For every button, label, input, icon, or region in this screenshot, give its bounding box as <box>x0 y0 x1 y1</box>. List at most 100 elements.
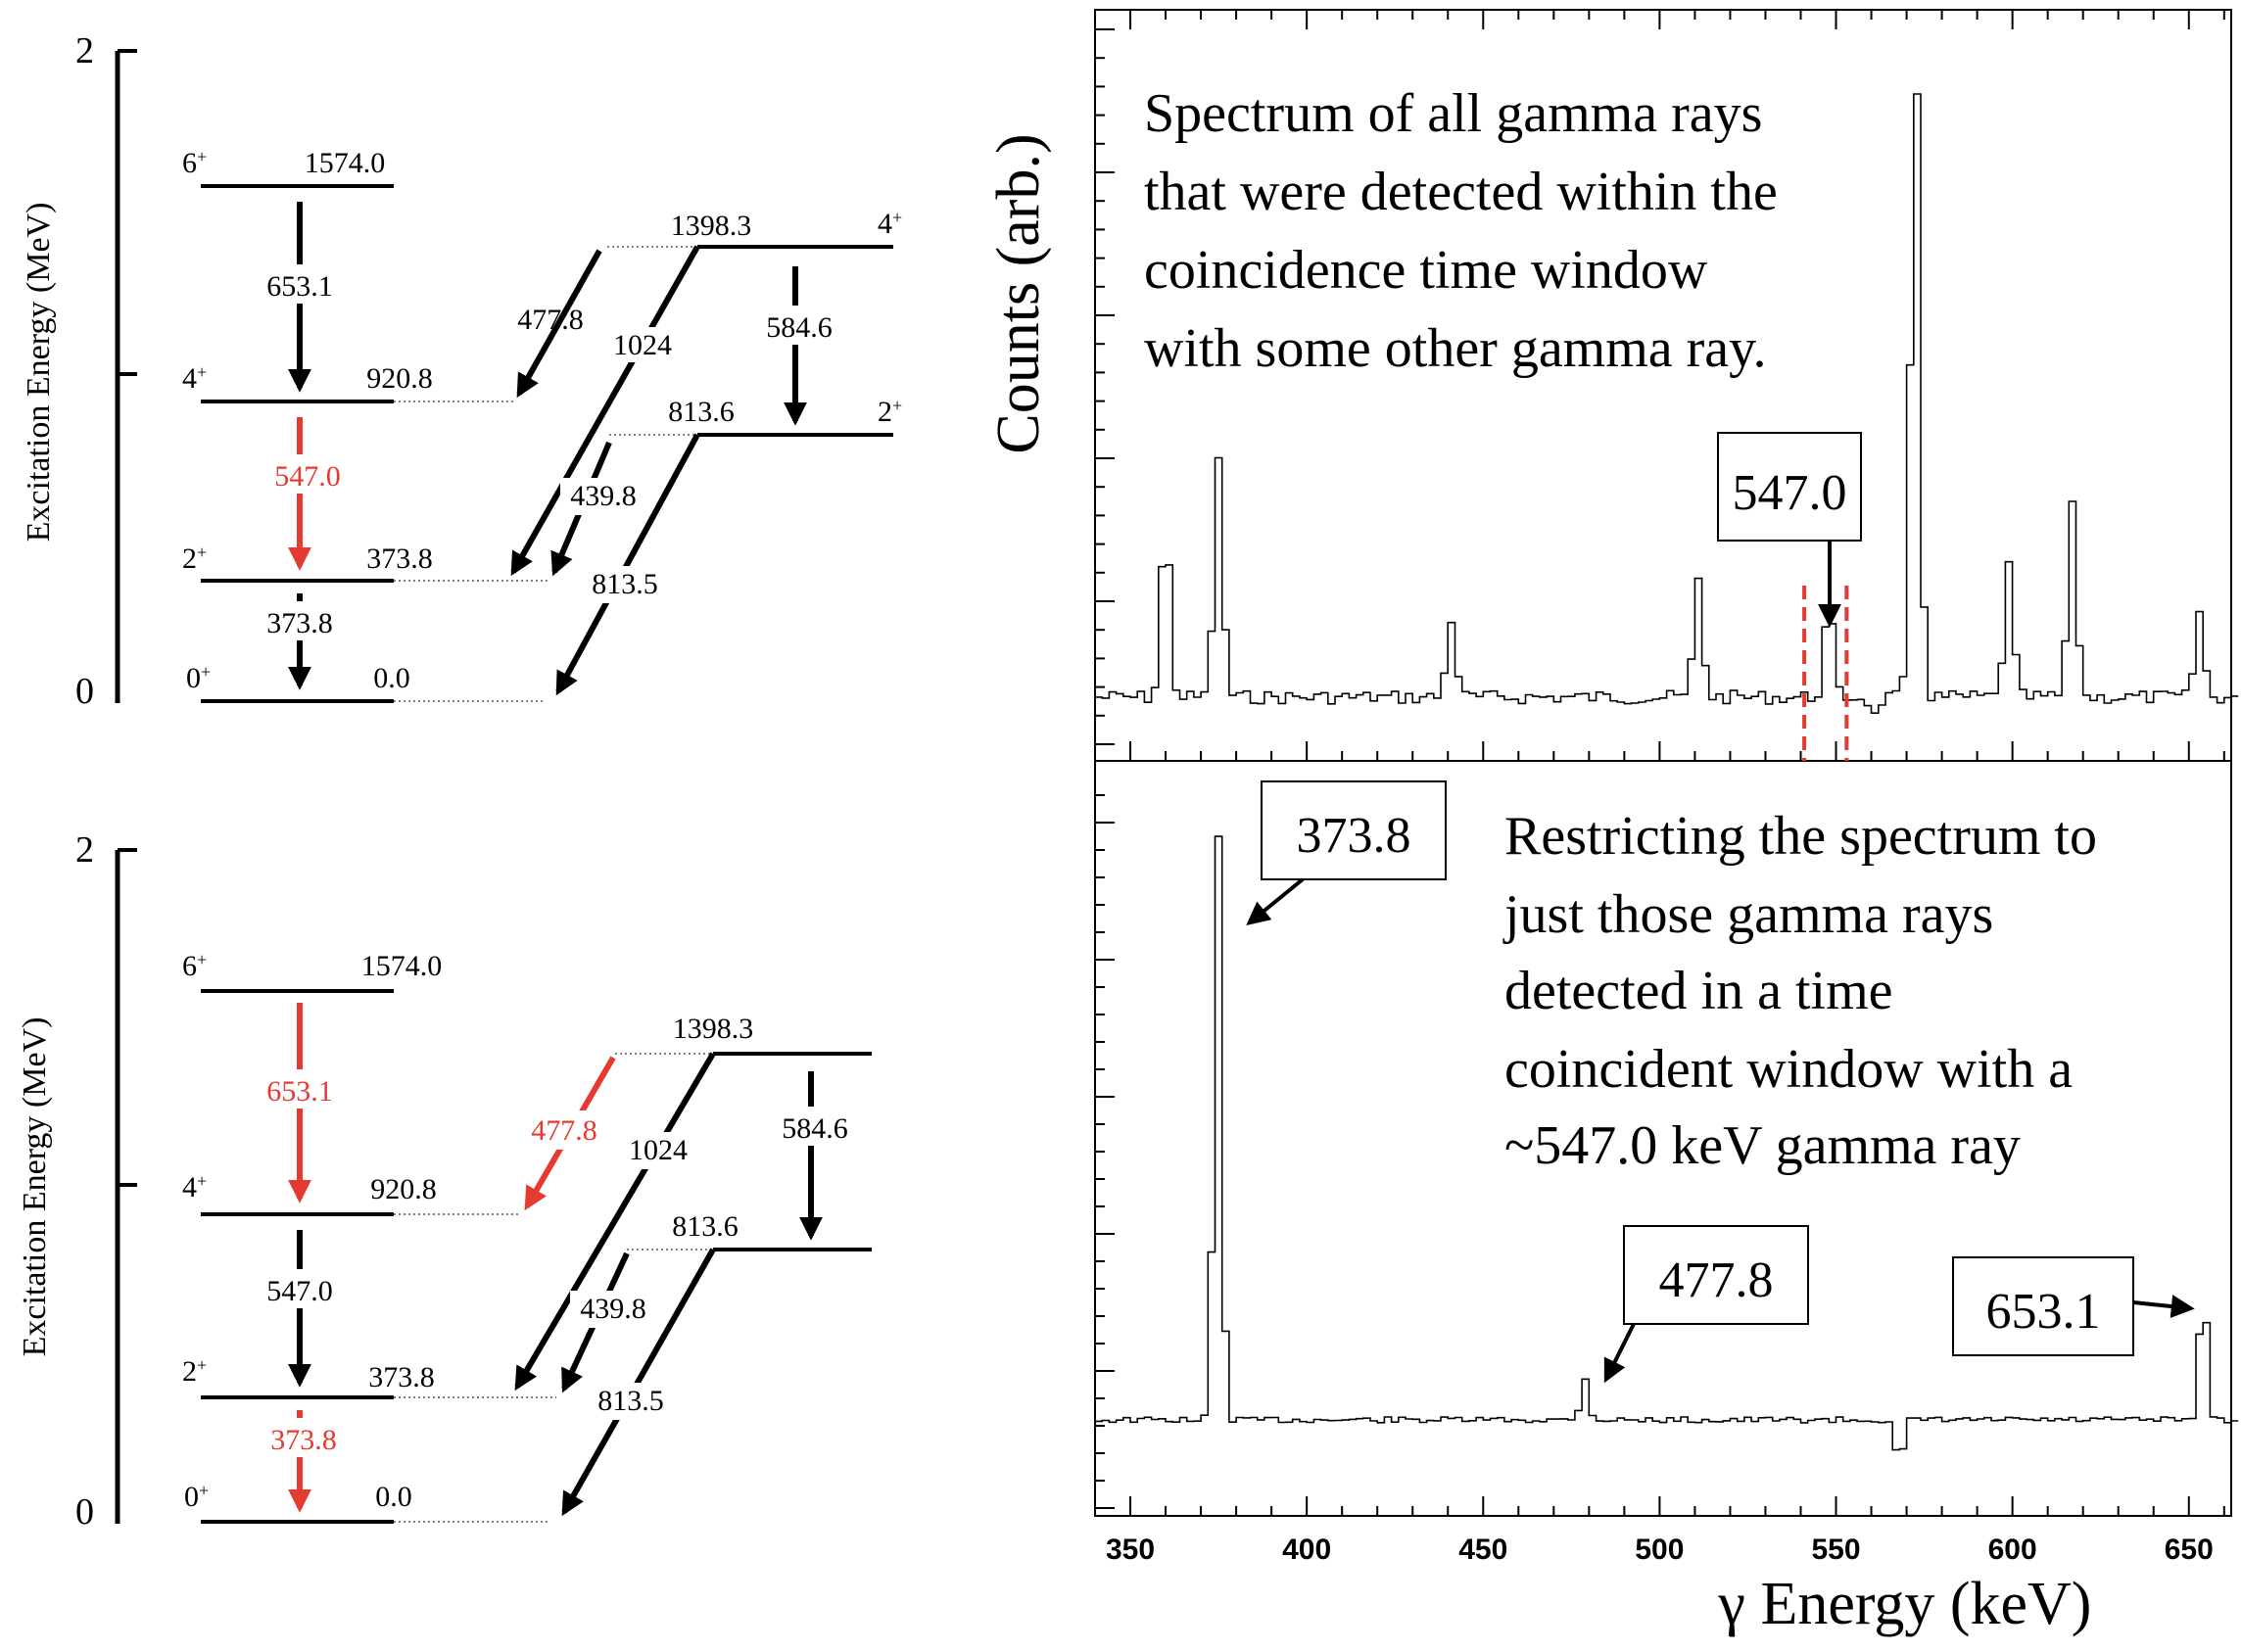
bottom-note-line: coincident window with a <box>1504 1039 2073 1100</box>
plot-frame <box>1094 9 2232 1517</box>
transition-label: 584.6 <box>782 1112 848 1145</box>
transition-label: 439.8 <box>580 1293 646 1325</box>
label-bg <box>519 1110 607 1150</box>
transition-1024-arrow <box>514 1052 716 1392</box>
x-tick-label: 650 <box>2165 1534 2214 1566</box>
label-bg <box>582 566 668 603</box>
energy-label: 1398.3 <box>671 210 752 242</box>
bottom-note-line: Restricting the spectrum to <box>1504 806 2097 867</box>
energy-label: 0.0 <box>375 1481 412 1513</box>
spin-label: 2+ <box>182 543 207 575</box>
transition-label: 1024 <box>629 1134 688 1166</box>
energy-label: 813.6 <box>672 1210 739 1243</box>
transition-label: 439.8 <box>570 480 637 512</box>
x-tick-label: 350 <box>1106 1534 1155 1566</box>
peak-label-653: 653.1 <box>1986 1284 2101 1340</box>
peak-label-box <box>1717 432 1862 542</box>
transition-label-highlighted: 477.8 <box>531 1114 597 1147</box>
top-note-line: with some other gamma ray. <box>1144 318 1767 379</box>
energy-label: 1574.0 <box>305 147 386 179</box>
peak-label-547: 547.0 <box>1733 465 1847 521</box>
transition-label: 653.1 <box>266 270 333 303</box>
spin-label: 0+ <box>184 1481 209 1513</box>
spin-label: 4+ <box>182 362 207 395</box>
label-bg <box>257 601 343 640</box>
transition-477-arrow <box>516 249 602 399</box>
y-ticks <box>1095 28 1115 1509</box>
x-tick-label: 450 <box>1458 1534 1507 1566</box>
transition-label-highlighted: 373.8 <box>270 1424 337 1456</box>
label-bg <box>756 306 842 345</box>
transition-label: 477.8 <box>517 304 584 336</box>
top-note-line: Spectrum of all gamma rays <box>1144 83 1762 144</box>
spin-label: 2+ <box>878 396 902 428</box>
x-tick-label: 600 <box>1988 1534 2037 1566</box>
spin-label: 0+ <box>186 662 211 694</box>
x-ticks: 350 400 450 500 550 600 650 <box>1094 10 2225 1566</box>
y-axis-title: Counts (arb.) <box>985 133 1052 453</box>
peak-label-477: 477.8 <box>1659 1252 1774 1308</box>
axis-tick-label-0: 0 <box>75 1491 94 1533</box>
label-bg <box>257 454 343 494</box>
spin-label: 4+ <box>878 208 902 240</box>
energy-label: 920.8 <box>370 1173 437 1205</box>
label-bg <box>770 1107 858 1146</box>
x-tick-label: 500 <box>1635 1534 1684 1566</box>
label-bg <box>257 1418 343 1457</box>
transition-1024-arrow <box>510 245 700 577</box>
transition-label: 1024 <box>613 329 672 361</box>
axis-title: Excitation Energy (MeV) <box>17 1017 53 1357</box>
top-note-line: coincidence time window <box>1144 240 1708 301</box>
transition-label: 813.5 <box>592 568 658 600</box>
energy-label: 373.8 <box>366 543 433 575</box>
peak-pointer-477 <box>1603 1323 1636 1384</box>
label-bg <box>560 478 646 515</box>
spin-label: 6+ <box>182 950 207 982</box>
peak-label-box <box>1623 1225 1809 1325</box>
label-bg <box>605 327 686 362</box>
transition-label: 547.0 <box>266 1275 333 1307</box>
energy-label: 813.6 <box>668 396 735 428</box>
transition-label: 813.5 <box>597 1385 664 1417</box>
x-tick-label: 550 <box>1811 1534 1860 1566</box>
energy-label: 1574.0 <box>361 950 443 982</box>
axis-tick-label-0: 0 <box>75 671 94 712</box>
transition-813-arrow <box>555 433 700 696</box>
spin-label: 4+ <box>182 1171 207 1204</box>
peak-label-373: 373.8 <box>1297 808 1411 864</box>
spin-label: 2+ <box>182 1355 207 1388</box>
label-bg <box>586 1383 674 1420</box>
label-bg <box>257 1269 343 1308</box>
spectrum-gated-547 <box>1095 835 2239 1451</box>
energy-label: 920.8 <box>366 362 433 395</box>
label-bg <box>570 1291 658 1328</box>
level-scheme-bottom: 2 0 Excitation Energy (MeV) 6+ 1574.0 4+… <box>17 829 872 1533</box>
level-scheme-top: 2 0 Excitation Energy (MeV) 6+ 1574.0 4+… <box>21 30 902 712</box>
peak-pointer-373 <box>1246 877 1305 926</box>
bottom-note-line: ~547.0 keV gamma ray <box>1504 1115 2021 1176</box>
transition-label: 584.6 <box>766 311 833 344</box>
axis-title: Excitation Energy (MeV) <box>21 203 57 543</box>
top-note-line: that were detected within the <box>1144 162 1778 222</box>
x-tick-label: 400 <box>1282 1534 1331 1566</box>
transition-label: 373.8 <box>266 607 333 639</box>
spectrum-panels: 350 400 450 500 550 600 650 Counts (arb.) γ En… <box>985 9 2239 1637</box>
spectrum-all-coincidences <box>1095 93 2239 715</box>
label-bg <box>257 1069 345 1109</box>
peak-label-box <box>1261 780 1447 880</box>
transition-813-arrow <box>561 1248 716 1517</box>
spin-label: 6+ <box>182 147 207 179</box>
x-axis-title: γ Energy (keV) <box>1718 1571 2092 1637</box>
transition-label-highlighted: 653.1 <box>266 1075 333 1108</box>
transition-label-highlighted: 547.0 <box>274 460 341 493</box>
bottom-note-line: just those gamma rays <box>1502 884 1993 945</box>
peak-pointer-653 <box>2132 1295 2195 1318</box>
energy-label: 0.0 <box>373 662 410 694</box>
axis-tick-label-2: 2 <box>75 30 94 71</box>
label-bg <box>621 1132 699 1169</box>
bottom-note-line: detected in a time <box>1504 961 1892 1021</box>
axis-tick-label-2: 2 <box>75 829 94 871</box>
peak-label-box <box>1952 1256 2134 1356</box>
